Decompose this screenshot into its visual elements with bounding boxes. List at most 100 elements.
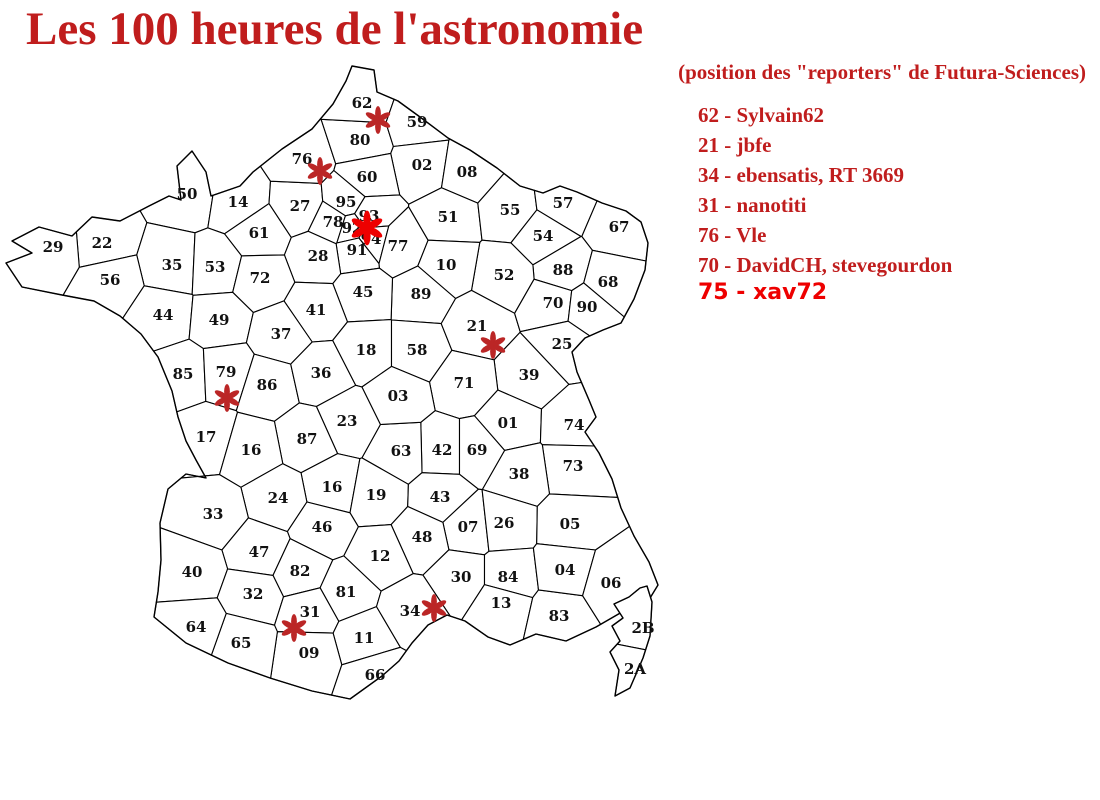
department-label-84: 84 bbox=[498, 568, 519, 586]
department-label-76: 76 bbox=[292, 150, 313, 168]
marker-petal bbox=[365, 112, 379, 122]
department-label-83: 83 bbox=[549, 607, 570, 625]
reporter-marker-79 bbox=[214, 384, 240, 412]
department-label-77: 77 bbox=[388, 237, 409, 255]
department-label-91: 91 bbox=[347, 241, 368, 259]
department-label-90: 90 bbox=[577, 298, 598, 316]
department-label-23: 23 bbox=[337, 412, 358, 430]
department-label-66: 66 bbox=[365, 666, 386, 684]
department-label-49: 49 bbox=[209, 311, 230, 329]
legend-entry-76: 76 - Vle bbox=[698, 223, 767, 247]
department-label-01: 01 bbox=[498, 414, 519, 432]
department-label-18: 18 bbox=[356, 341, 377, 359]
department-label-10: 10 bbox=[436, 256, 457, 274]
legend-entry-75: 75 - xav72 bbox=[698, 280, 828, 305]
department-label-30: 30 bbox=[451, 568, 472, 586]
department-label-42: 42 bbox=[432, 441, 453, 459]
marker-petal bbox=[480, 337, 494, 347]
department-label-48: 48 bbox=[412, 528, 433, 546]
marker-petal bbox=[365, 226, 383, 238]
marker-petal bbox=[377, 118, 391, 128]
department-label-04: 04 bbox=[555, 561, 576, 579]
department-label-87: 87 bbox=[297, 430, 318, 448]
department-label-70: 70 bbox=[543, 294, 564, 312]
department-label-82: 82 bbox=[290, 562, 311, 580]
legend-entry-34: 34 - ebensatis, RT 3669 bbox=[698, 163, 904, 187]
department-label-86: 86 bbox=[257, 376, 278, 394]
marker-petal bbox=[319, 169, 333, 179]
department-label-69: 69 bbox=[467, 441, 488, 459]
department-label-79: 79 bbox=[216, 363, 237, 381]
department-label-62: 62 bbox=[352, 94, 373, 112]
department-label-52: 52 bbox=[494, 266, 515, 284]
department-label-32: 32 bbox=[243, 585, 264, 603]
department-label-71: 71 bbox=[454, 374, 475, 392]
department-label-56: 56 bbox=[100, 271, 121, 289]
reporter-marker-62 bbox=[365, 106, 391, 134]
department-label-35: 35 bbox=[162, 256, 183, 274]
coastline bbox=[609, 585, 653, 697]
department-label-16: 16 bbox=[241, 441, 262, 459]
department-label-73: 73 bbox=[563, 457, 584, 475]
department-label-34: 34 bbox=[400, 602, 421, 620]
department-label-85: 85 bbox=[173, 365, 194, 383]
reporter-marker-31 bbox=[281, 614, 307, 642]
department-label-89: 89 bbox=[411, 285, 432, 303]
marker-petal bbox=[433, 606, 447, 616]
department-label-27: 27 bbox=[290, 197, 311, 215]
department-label-39: 39 bbox=[519, 366, 540, 384]
department-label-17: 17 bbox=[196, 428, 217, 446]
department-label-08: 08 bbox=[457, 163, 478, 181]
department-label-45: 45 bbox=[353, 283, 374, 301]
department-label-46: 46 bbox=[312, 518, 333, 536]
department-label-47: 47 bbox=[249, 543, 270, 561]
department-label-2A: 2A bbox=[624, 660, 646, 678]
department-label-09: 09 bbox=[299, 644, 320, 662]
department-label-64: 64 bbox=[186, 618, 207, 636]
reporter-marker-75 bbox=[351, 210, 383, 246]
department-label-37: 37 bbox=[271, 325, 292, 343]
reporter-marker-76 bbox=[307, 157, 333, 185]
department-label-65: 65 bbox=[231, 634, 252, 652]
department-label-80: 80 bbox=[350, 131, 371, 149]
legend-entry-31: 31 - nanotiti bbox=[698, 193, 807, 217]
department-label-53: 53 bbox=[205, 258, 226, 276]
department-label-61: 61 bbox=[249, 224, 270, 242]
department-label-2B: 2B bbox=[631, 619, 654, 637]
marker-petal bbox=[293, 626, 307, 636]
department-label-33: 33 bbox=[203, 505, 224, 523]
department-label-59: 59 bbox=[407, 113, 428, 131]
legend-entry-21: 21 - jbfe bbox=[698, 133, 772, 157]
marker-petal bbox=[281, 620, 295, 630]
page-title: Les 100 heures de l'astronomie bbox=[26, 3, 644, 55]
department-label-57: 57 bbox=[553, 194, 574, 212]
reporter-marker-21 bbox=[480, 331, 506, 359]
department-label-26: 26 bbox=[494, 514, 515, 532]
department-label-25: 25 bbox=[552, 335, 573, 353]
department-label-06: 06 bbox=[601, 574, 622, 592]
coastline bbox=[5, 65, 659, 700]
department-label-78: 78 bbox=[323, 213, 344, 231]
department-label-38: 38 bbox=[509, 465, 530, 483]
department-label-72: 72 bbox=[250, 269, 271, 287]
department-label-41: 41 bbox=[306, 301, 327, 319]
department-label-14: 14 bbox=[228, 193, 249, 211]
department-label-67: 67 bbox=[609, 218, 630, 236]
marker-petal bbox=[226, 396, 240, 406]
department-label-31: 31 bbox=[300, 603, 321, 621]
department-label-54: 54 bbox=[533, 227, 554, 245]
department-label-22: 22 bbox=[92, 234, 113, 252]
department-label-40: 40 bbox=[182, 563, 203, 581]
department-label-13: 13 bbox=[491, 594, 512, 612]
department-label-44: 44 bbox=[153, 306, 174, 324]
department-label-60: 60 bbox=[357, 168, 378, 186]
department-label-81: 81 bbox=[336, 583, 357, 601]
marker-petal bbox=[351, 218, 369, 230]
legend-entry-62: 62 - Sylvain62 bbox=[698, 103, 825, 127]
department-label-21: 21 bbox=[467, 317, 488, 335]
legend-entry-70: 70 - DavidCH, stevegourdon bbox=[698, 253, 953, 277]
department-label-02: 02 bbox=[412, 156, 433, 174]
marker-petal bbox=[492, 343, 506, 353]
